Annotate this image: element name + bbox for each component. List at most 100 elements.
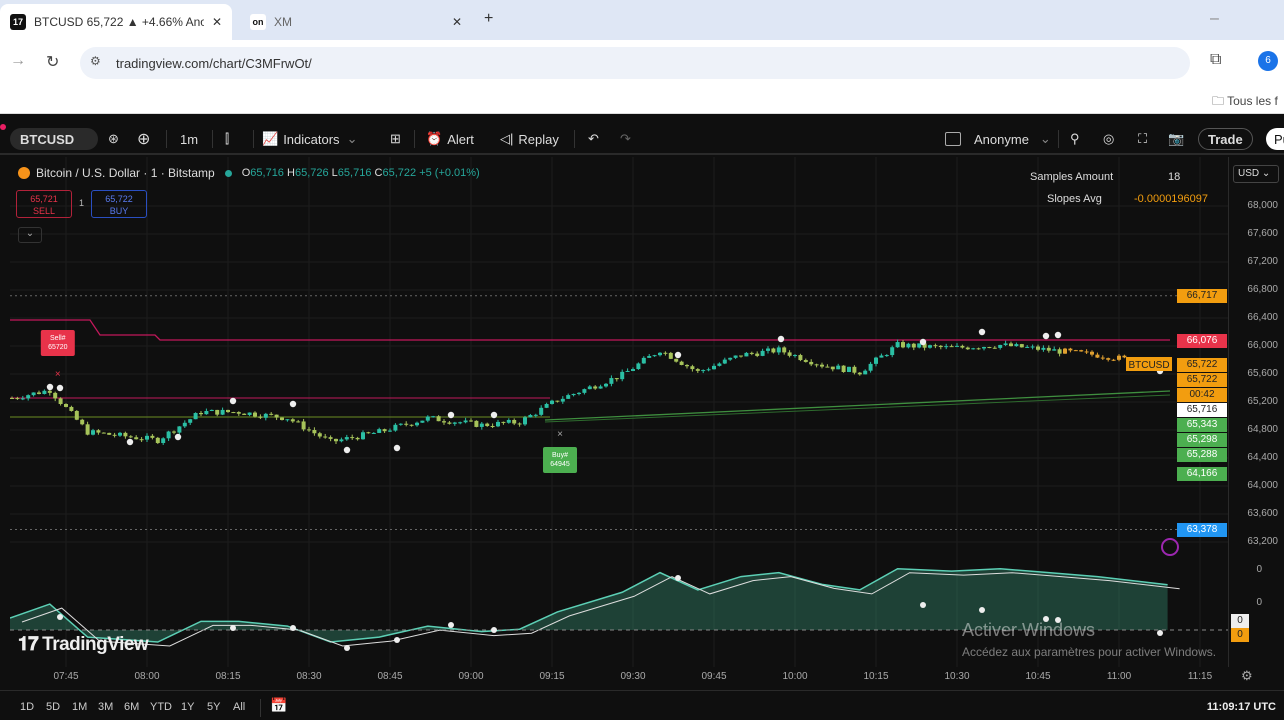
range-5y[interactable]: 5Y [207, 701, 221, 713]
extensions-icon[interactable]: ⧉ [1210, 51, 1222, 68]
candle [722, 359, 727, 364]
sell-button[interactable]: 65,721 SELL [16, 190, 72, 218]
candle [728, 357, 733, 360]
candle [879, 355, 884, 358]
add-symbol-icon[interactable]: ⊕ [137, 131, 151, 148]
candle [938, 345, 943, 348]
range-3m[interactable]: 3M [98, 701, 114, 713]
candle [620, 371, 625, 380]
range-1d[interactable]: 1D [20, 701, 35, 713]
collapse-legend-button[interactable]: ⌄ [18, 227, 42, 243]
samples-label: Samples Amount [1030, 171, 1114, 183]
candle [323, 436, 328, 438]
interval-button[interactable]: 1m [180, 131, 199, 147]
candle [425, 416, 430, 421]
tradingview-logo[interactable]: 𝟏𝟕 TradingView [18, 634, 149, 655]
candle [631, 369, 635, 371]
templates-icon[interactable]: ⊞ [390, 131, 401, 146]
new-tab-button[interactable]: + [484, 10, 494, 27]
candle [496, 421, 500, 427]
candle [37, 392, 41, 394]
candle [74, 410, 79, 420]
close-tab-icon[interactable]: ✕ [451, 15, 462, 29]
pivot-dot [1042, 332, 1050, 340]
signal-label: 65720 [48, 344, 68, 351]
price-chart[interactable]: Sell# 65720 × Buy# 64945 × BTCUSD [10, 157, 1228, 667]
close-tab-icon[interactable]: ✕ [211, 15, 222, 29]
range-ytd[interactable]: YTD [150, 701, 172, 713]
compare-icon[interactable]: ⊛ [108, 131, 119, 146]
buy-button[interactable]: 65,722 BUY [91, 190, 147, 218]
replay-label: Replay [518, 131, 559, 147]
alert-clock-icon [1161, 538, 1179, 556]
fullscreen-icon[interactable]: ⛶ [1138, 131, 1148, 146]
candle [280, 417, 284, 420]
bitcoin-icon [18, 167, 30, 179]
candle [830, 366, 835, 370]
minimize-icon[interactable]: – [1210, 10, 1219, 27]
candle [172, 431, 176, 433]
pivot-dot [56, 384, 64, 392]
candle [1036, 346, 1040, 350]
axis-settings-icon[interactable]: ⚙ [1241, 668, 1253, 683]
tab-tradingview[interactable]: 17 BTCUSD 65,722 ▲ +4.66% Ano ✕ [0, 4, 232, 40]
bookmark-folder[interactable]: 🗀 Tous les f [1212, 94, 1278, 108]
currency-select[interactable]: USD ⌄ [1233, 165, 1279, 183]
price-label: 00:42 [1177, 388, 1227, 403]
candle [884, 355, 889, 357]
candle [814, 364, 819, 366]
layout-icon [945, 132, 961, 146]
candle [388, 430, 392, 432]
screenshot-icon[interactable]: 📷 [1168, 131, 1185, 146]
candle [371, 432, 376, 434]
pivot-dot [919, 338, 927, 346]
settings-icon[interactable]: ◎ [1103, 131, 1115, 146]
candle [825, 366, 830, 368]
range-1y[interactable]: 1Y [181, 701, 195, 713]
candle [517, 423, 522, 425]
range-all[interactable]: All [233, 701, 246, 713]
profile-avatar[interactable]: 6 [1258, 51, 1278, 71]
time-tick: 08:45 [377, 671, 403, 682]
candle [296, 421, 301, 423]
goto-date-icon[interactable]: 📅 [270, 697, 288, 713]
ohlc-high: 65,726 [294, 167, 329, 179]
site-info-icon[interactable]: ⚙ [90, 54, 101, 68]
reload-icon[interactable]: ↻ [46, 54, 60, 71]
range-5d[interactable]: 5D [46, 701, 61, 713]
candle [987, 347, 992, 349]
candle [112, 434, 117, 436]
alert-button[interactable]: ⏰ Alert [426, 128, 474, 150]
url-bar[interactable]: ⚙ tradingview.com/chart/C3MFrwOt/ [80, 47, 1190, 79]
quick-search-icon[interactable]: ⚲ [1070, 131, 1080, 146]
forward-icon[interactable]: → [10, 52, 26, 69]
candle [1084, 351, 1089, 353]
symbol-search[interactable]: BTCUSD [10, 128, 98, 150]
time-tick: 11:00 [1106, 671, 1132, 682]
signal-buy: Buy# 64945 × [543, 429, 577, 473]
candle [377, 429, 382, 433]
candle [398, 423, 403, 425]
candles-icon[interactable]: ⫿ [225, 131, 230, 146]
candle [436, 416, 441, 422]
undo-icon[interactable]: ↶ [588, 131, 599, 146]
alarm-icon: ⏰ [426, 131, 443, 146]
range-1m[interactable]: 1M [72, 701, 88, 713]
range-6m[interactable]: 6M [124, 701, 140, 713]
trade-button[interactable]: Trade [1198, 128, 1253, 150]
candle [409, 424, 414, 426]
candle [58, 398, 63, 404]
clock[interactable]: 11:09:17 UTC [1206, 701, 1276, 713]
candle [506, 419, 511, 423]
layout-button[interactable]: Anonyme ⌄ [945, 128, 1051, 150]
candle [404, 423, 409, 425]
candle [944, 346, 949, 348]
candle [1030, 346, 1035, 348]
tab-xm[interactable]: on XM ✕ [240, 4, 472, 40]
indicators-button[interactable]: 📈 Indicators ⌄ [262, 128, 357, 150]
price-axis[interactable]: USD ⌄ 68,000 67,600 67,200 66,800 66,400 66,0… [1177, 157, 1284, 667]
redo-icon[interactable]: ↷ [620, 131, 631, 146]
replay-button[interactable]: ◁| Replay [500, 128, 559, 150]
publish-button[interactable]: Pu [1266, 128, 1284, 150]
time-tick: 08:00 [134, 671, 160, 682]
